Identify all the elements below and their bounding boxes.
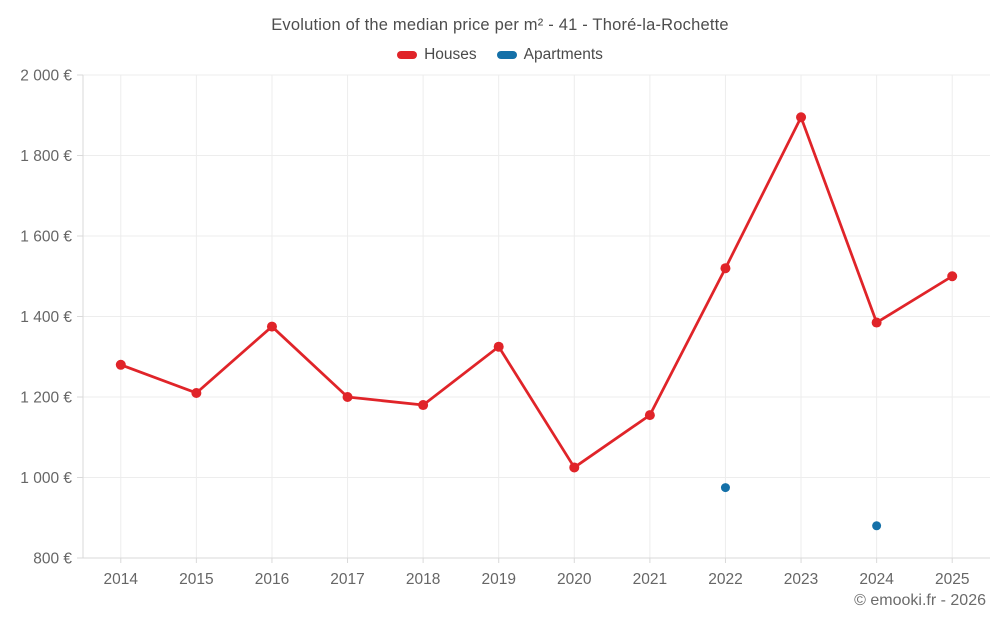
x-axis-label: 2025 bbox=[935, 571, 969, 588]
data-point-houses-2023[interactable] bbox=[796, 112, 807, 123]
chart-title: Evolution of the median price per m² - 4… bbox=[271, 16, 729, 34]
data-point-houses-2025[interactable] bbox=[947, 271, 958, 282]
x-axis-label: 2015 bbox=[179, 571, 213, 588]
legend-marker-apartments bbox=[496, 51, 517, 59]
copyright-footer: © emooki.fr - 2026 bbox=[854, 592, 986, 609]
x-axis-label: 2018 bbox=[406, 571, 440, 588]
legend-label-apartments: Apartments bbox=[523, 46, 603, 63]
y-axis-label: 1 400 € bbox=[20, 309, 72, 326]
x-axis-label: 2021 bbox=[633, 571, 667, 588]
data-point-houses-2016[interactable] bbox=[266, 321, 277, 332]
data-point-houses-2018[interactable] bbox=[418, 400, 429, 411]
x-axis-label: 2016 bbox=[255, 571, 289, 588]
data-point-houses-2014[interactable] bbox=[115, 359, 126, 370]
x-axis-label: 2023 bbox=[784, 571, 818, 588]
data-point-apartments-2022[interactable] bbox=[720, 483, 730, 493]
legend-item-houses[interactable]: Houses bbox=[397, 46, 477, 64]
data-point-houses-2020[interactable] bbox=[569, 462, 580, 473]
legend-item-apartments[interactable]: Apartments bbox=[496, 46, 603, 64]
x-axis-label: 2022 bbox=[708, 571, 742, 588]
data-point-houses-2019[interactable] bbox=[493, 341, 504, 352]
data-point-houses-2017[interactable] bbox=[342, 392, 353, 402]
x-axis-label: 2017 bbox=[330, 571, 364, 588]
data-point-apartments-2024[interactable] bbox=[872, 521, 882, 531]
data-point-houses-2015[interactable] bbox=[191, 387, 202, 398]
x-axis-label: 2020 bbox=[557, 571, 592, 588]
y-axis-label: 1 800 € bbox=[20, 148, 72, 165]
y-axis-label: 1 600 € bbox=[20, 229, 72, 246]
data-point-houses-2022[interactable] bbox=[720, 263, 731, 274]
y-axis-label: 2 000 € bbox=[20, 68, 72, 85]
series-line-houses bbox=[119, 115, 954, 469]
x-axis-label: 2019 bbox=[481, 571, 515, 588]
x-axis-label: 2024 bbox=[859, 571, 894, 588]
legend-label-houses: Houses bbox=[424, 46, 477, 63]
y-axis-label: 800 € bbox=[33, 551, 72, 568]
y-axis-label: 1 000 € bbox=[20, 470, 72, 487]
legend: Houses Apartments bbox=[0, 46, 1000, 64]
y-axis-label: 1 200 € bbox=[20, 390, 72, 407]
data-point-houses-2024[interactable] bbox=[871, 317, 882, 328]
x-axis-label: 2014 bbox=[104, 571, 139, 588]
legend-marker-houses bbox=[397, 51, 418, 59]
data-point-houses-2021[interactable] bbox=[644, 410, 655, 421]
